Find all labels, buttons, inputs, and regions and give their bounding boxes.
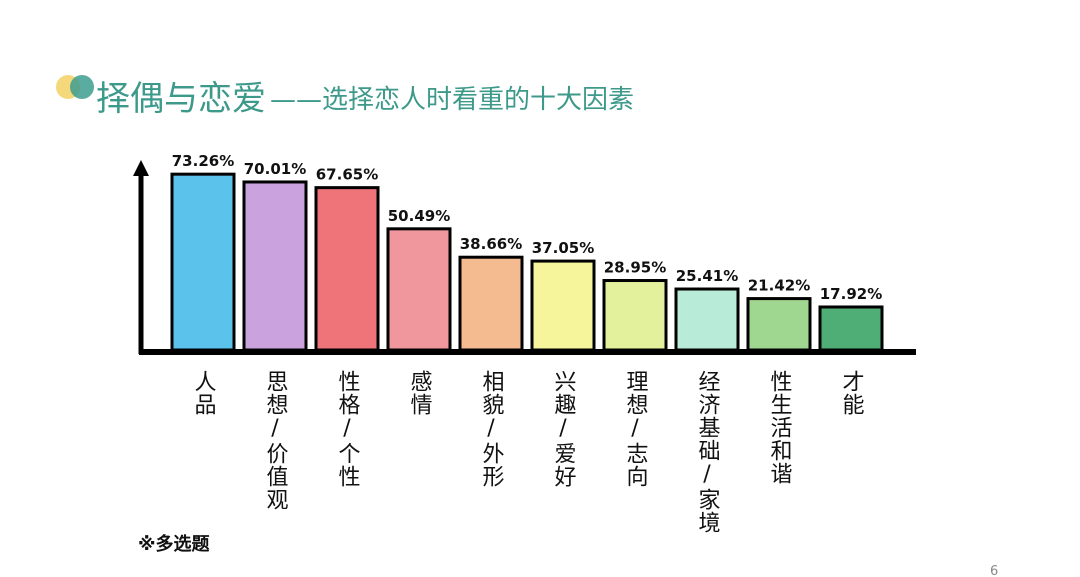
bar [746,297,812,352]
x-tick-label: 思想/价值观 [263,370,289,511]
x-tick-label: 感情 [407,370,433,416]
x-tick-label: 理想/志向 [623,370,649,488]
bar [458,255,524,352]
bar [386,227,452,352]
bar [818,305,884,352]
x-tick-label: 才能 [839,370,865,416]
value-label: 25.41% [676,267,738,285]
bar [170,172,236,352]
value-label: 67.65% [316,166,378,184]
bar [314,186,380,352]
note: ※多选题 [138,533,210,555]
bar [242,180,308,352]
x-tick-label: 性生活和谐 [767,370,793,485]
value-label: 21.42% [748,277,810,295]
page-number: 6 [990,564,998,577]
value-label: 17.92% [820,285,882,303]
chart-subtitle: ——选择恋人时看重的十大因素 [270,85,634,115]
axis-arrow [133,160,149,176]
x-tick-label: 人品 [191,370,217,416]
x-tick-label: 相貌/外形 [479,370,505,488]
title-dot [70,75,94,99]
value-label: 37.05% [532,239,594,257]
value-label: 38.66% [460,235,522,253]
chart-title: 择偶与恋爱 [96,79,266,119]
value-label: 73.26% [172,152,234,170]
bar [674,287,740,352]
value-label: 28.95% [604,259,666,277]
x-tick-label: 兴趣/爱好 [551,370,577,488]
x-tick-label: 经济基础/家境 [695,370,721,534]
bar [530,259,596,352]
value-label: 50.49% [388,207,450,225]
x-tick-label: 性格/个性 [335,370,361,488]
bar [602,279,668,352]
value-label: 70.01% [244,160,306,178]
